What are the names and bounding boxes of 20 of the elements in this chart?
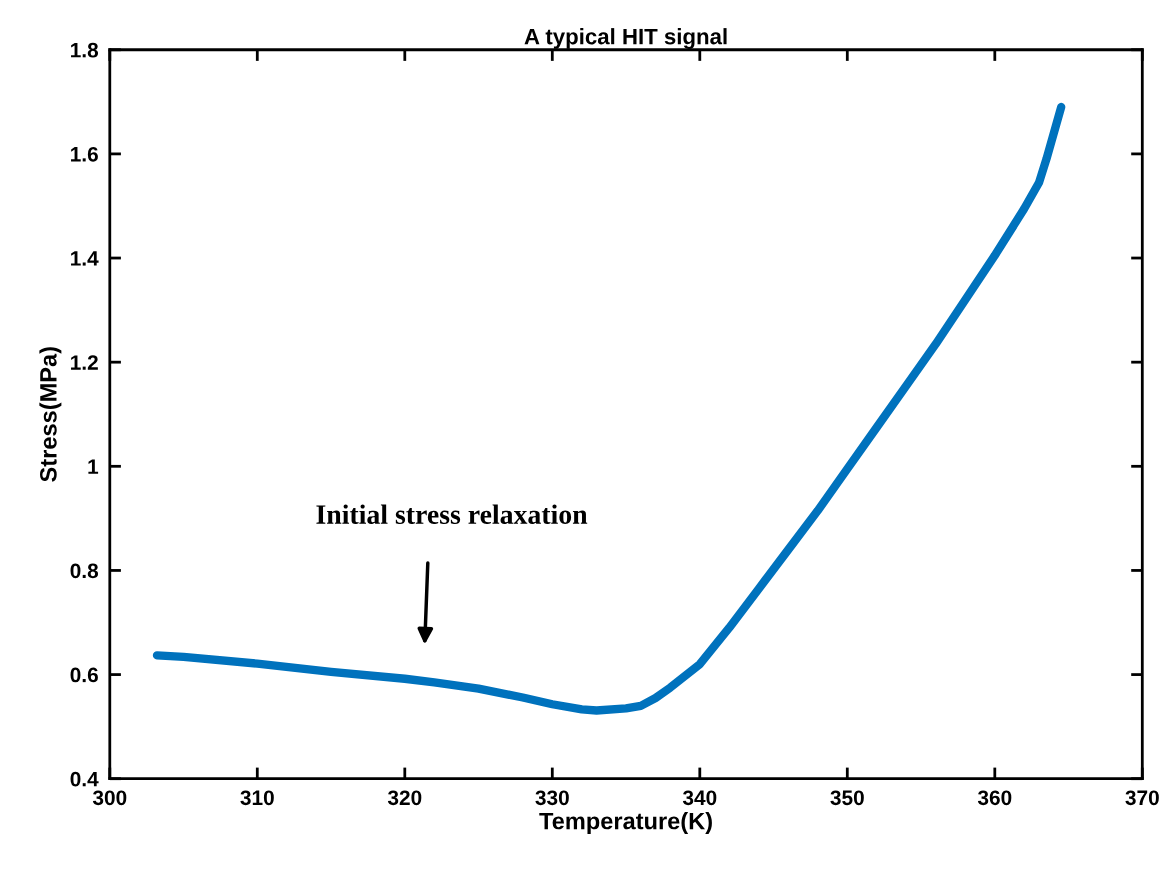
y-tick-label: 0.6 [70,667,98,683]
y-tick-label: 1.4 [71,251,99,266]
x-axis-title: Temperature(K) [539,812,712,835]
x-tick-label: 300 [92,790,127,806]
chart-title: A typical HIT signal [524,28,727,49]
x-tick-label: 360 [977,790,1012,806]
x-tick-label: 310 [240,790,274,806]
annotation: Initial stress relaxation [316,504,588,524]
x-tick-label: 320 [387,790,422,806]
y-tick-label: 1 [88,459,99,474]
y-tick-label: 1.2 [71,355,98,370]
x-tick-label: 350 [830,790,864,806]
x-tick-label: 330 [535,790,569,806]
x-tick-label: 370 [1125,790,1159,806]
y-axis-title: Stress(MPa) [39,347,62,482]
x-tick-label: 340 [682,790,717,806]
y-tick-label: 1.6 [71,146,98,162]
y-tick-label: 0.4 [70,771,99,787]
y-tick-label: 1.8 [71,42,99,58]
y-tick-label: 0.8 [70,563,99,579]
